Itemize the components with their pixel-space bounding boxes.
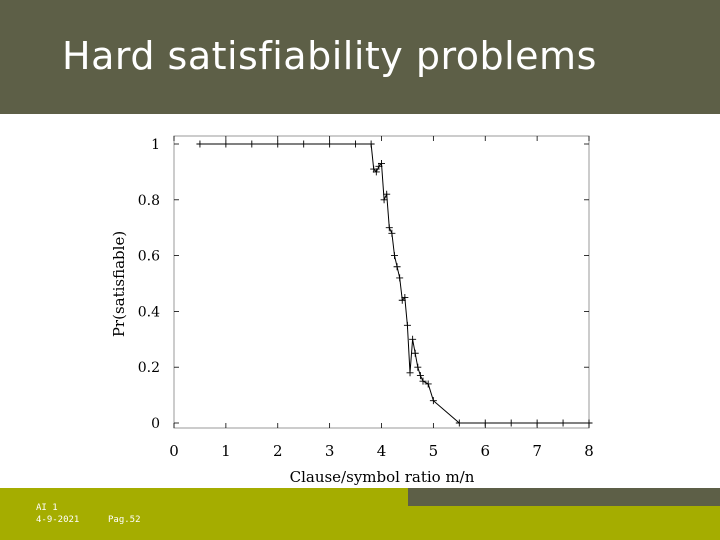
data-point [383,190,391,198]
y-tick-label: 0.8 [138,193,160,209]
data-point [409,335,417,343]
footer-bar [0,488,720,540]
data-point [326,140,334,148]
x-tick-label: 0 [169,442,179,460]
data-point [424,380,432,388]
y-axis-label: Pr(satisfiable) [110,231,128,337]
data-point [507,419,515,427]
x-axis: 0 1 2 3 4 5 6 7 8 [169,136,594,460]
data-point [372,168,380,176]
data-point [401,293,409,301]
x-tick-label: 3 [325,442,335,460]
footer-dark-strip [408,488,720,506]
data-point [388,229,396,237]
title-bar: Hard satisfiability problems [0,0,720,114]
footer-green-left [0,488,408,540]
data-point [429,397,437,405]
data-point [414,363,422,371]
data-point [411,349,419,357]
data-point [352,140,360,148]
data-point [196,140,204,148]
data-point [367,140,375,148]
x-tick-label: 7 [532,442,542,460]
footer-course: AI 1 [36,503,58,513]
y-tick-label: 0.6 [138,249,160,265]
data-point [416,372,424,380]
data-point [481,419,489,427]
data-point [274,140,282,148]
slide-title: Hard satisfiability problems [62,34,597,78]
data-point [378,160,385,168]
y-tick-label: 0 [151,416,160,432]
y-tick-label: 0.4 [138,304,160,320]
plot-frame [173,135,590,429]
series-markers [196,140,593,427]
chart-svg: 0 0.2 0.4 0.6 0.8 1 0 1 2 3 4 5 6 7 8 Clause/symbol r… [110,135,594,486]
series-line [199,143,589,424]
footer-date: 4-9-2021 [36,515,80,525]
data-point [559,419,567,427]
x-axis-label: Clause/symbol ratio m/n [290,468,475,486]
data-point [533,419,541,427]
data-point [385,224,393,232]
chart: 0 0.2 0.4 0.6 0.8 1 0 1 2 3 4 5 6 7 8 Clause/symbol r… [100,124,620,490]
data-point [380,196,388,204]
data-point [300,140,308,148]
footer-page: Pag.52 [108,515,141,525]
data-point [585,419,593,427]
x-tick-label: 4 [377,442,387,460]
data-point [390,252,398,260]
data-point [406,369,414,377]
data-point [419,377,427,385]
x-tick-label: 1 [221,442,231,460]
data-point [248,140,256,148]
x-tick-label: 2 [273,442,283,460]
data-point [393,263,401,271]
data-point [455,419,463,427]
data-point [403,321,411,329]
x-tick-label: 6 [480,442,490,460]
x-tick-label: 8 [584,442,594,460]
data-point [222,140,230,148]
x-tick-label: 5 [429,442,439,460]
y-axis: 0 0.2 0.4 0.6 0.8 1 [138,137,589,432]
y-tick-label: 1 [151,137,160,153]
data-point [396,274,404,282]
footer-green-right [408,506,720,540]
y-tick-label: 0.2 [138,360,160,376]
